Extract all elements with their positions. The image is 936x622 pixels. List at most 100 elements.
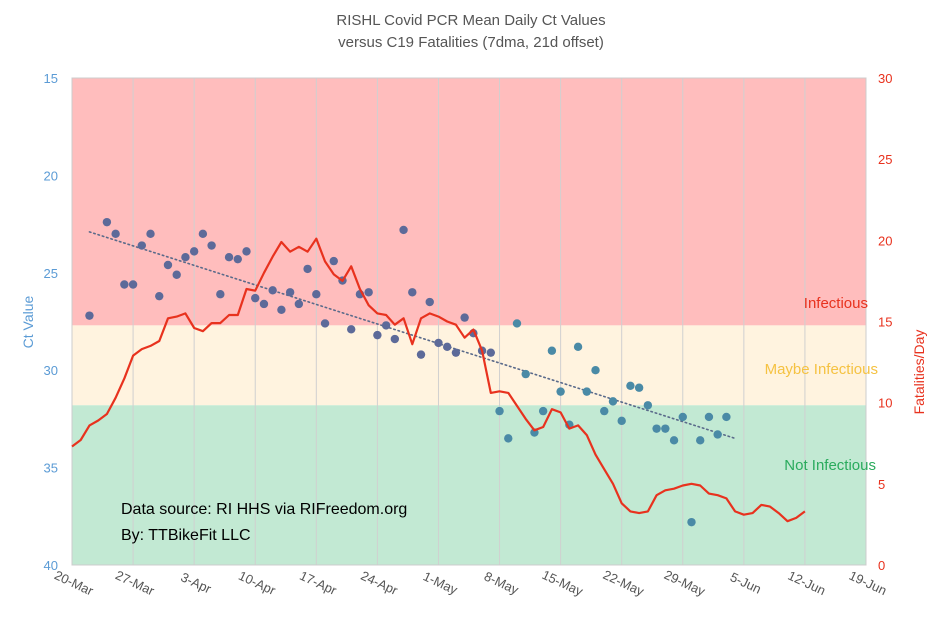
right-tick-4: 20 [878,233,892,248]
author-annotation: By: TTBikeFit LLC [121,527,251,544]
left-tick-2: 25 [44,266,58,281]
ct-point-46 [495,406,504,416]
x-tick-1: 27-Mar [113,567,157,598]
left-tick-0: 15 [44,71,58,86]
x-tick-10: 29-May [662,567,708,599]
left-axis: 15 20 25 30 35 40 [44,71,58,573]
ct-point-41 [451,348,461,357]
left-tick-3: 30 [44,363,58,378]
x-tick-5: 24-Apr [358,568,400,598]
ct-point-8 [163,260,173,270]
ct-point-1 [102,217,112,227]
band-label-1: Maybe Infectious [765,361,878,378]
ct-point-5 [137,241,147,250]
ct-point-61 [626,381,635,390]
ct-point-21 [277,305,286,315]
ct-point-16 [233,254,242,264]
ct-point-14 [216,290,225,299]
ct-point-45 [486,348,496,357]
ct-point-60 [617,416,626,426]
grid-lines [71,77,867,566]
ct-point-11 [189,247,199,256]
fatalities-line [71,237,806,523]
ct-point-15 [224,253,234,262]
band-2 [72,405,866,565]
band-1 [72,325,866,406]
band-labels: Infectious Maybe Infectious Not Infectious [765,295,878,474]
ct-point-49 [521,369,530,379]
ct-point-6 [146,229,155,239]
ct-point-51 [538,406,548,416]
ct-point-19 [259,299,269,309]
ct-point-33 [381,321,391,330]
ct-point-36 [408,288,417,297]
ct-point-48 [512,319,522,328]
ct-point-69 [696,436,705,445]
ct-point-55 [573,342,583,352]
left-tick-5: 40 [44,558,58,573]
ct-point-32 [373,330,382,340]
right-tick-2: 10 [878,396,892,411]
x-tick-6: 1-May [421,568,461,597]
source-annotation: Data source: RI HHS via RIFreedom.org [121,501,407,518]
ct-point-27 [329,256,338,266]
ct-point-53 [556,387,565,396]
ct-point-64 [652,424,661,433]
left-tick-1: 20 [44,168,58,183]
ct-point-58 [600,406,609,416]
ct-point-63 [643,401,653,410]
x-tick-12: 12-Jun [786,568,828,598]
x-tick-8: 15-May [540,567,586,599]
ct-point-47 [504,434,513,443]
ct-point-26 [320,319,330,328]
right-axis: 0 5 10 15 20 25 30 [878,71,892,573]
x-axis: 20-Mar 27-Mar 3-Apr 10-Apr 17-Apr 24-Apr 1-May… [52,567,889,599]
right-tick-6: 30 [878,71,892,86]
ct-point-12 [198,229,208,239]
ct-point-42 [460,313,469,322]
ct-point-67 [678,412,687,422]
right-tick-0: 0 [878,558,885,573]
ct-point-20 [268,286,277,295]
ct-point-39 [434,338,443,348]
ct-point-9 [172,270,181,279]
ct-point-65 [661,424,670,433]
left-axis-title: Ct Value [20,295,36,348]
band-label-0: Infectious [804,295,868,312]
x-tick-4: 17-Apr [297,568,339,598]
ct-point-40 [442,342,452,352]
chart-subtitle: versus C19 Fatalities (7dma, 21d offset) [338,34,604,51]
ct-point-4 [128,280,138,289]
ct-point-13 [207,241,216,250]
background-bands [72,78,866,565]
right-tick-3: 15 [878,315,892,330]
chart-title: RISHL Covid PCR Mean Daily Ct Values [336,12,605,29]
ct-point-68 [687,517,696,527]
ct-point-56 [582,387,591,396]
ct-point-72 [722,412,731,422]
ct-point-38 [425,297,434,307]
band-label-2: Not Infectious [784,457,876,474]
ct-point-29 [347,325,356,334]
ct-point-31 [364,288,373,297]
ct-point-3 [120,280,129,289]
ct-point-17 [242,247,251,256]
trend-line-layer [88,231,736,440]
ct-point-34 [390,334,400,344]
ct-point-52 [547,346,557,355]
trend-line [88,231,736,440]
ct-point-22 [285,288,295,297]
ct-point-71 [713,430,722,439]
x-tick-2: 3-Apr [178,569,214,596]
x-tick-11: 5-Jun [728,569,764,596]
right-tick-1: 5 [878,477,885,492]
ct-point-62 [634,383,644,392]
plot-border [71,77,867,566]
ct-point-57 [591,366,600,375]
ct-point-24 [303,264,312,274]
ct-point-23 [294,299,304,309]
right-axis-title: Fatalities/Day [911,330,927,415]
ct-point-7 [155,291,164,301]
fatalities-line-layer [71,237,806,523]
ct-point-10 [181,253,190,262]
